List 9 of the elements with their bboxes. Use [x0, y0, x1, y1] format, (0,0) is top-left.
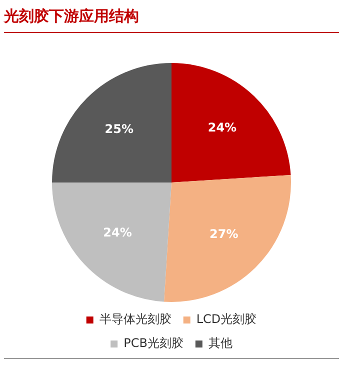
data-label: 27%	[210, 227, 238, 242]
data-label: 25%	[104, 122, 134, 136]
legend-label: 半导体光刻胶	[99, 312, 172, 326]
data-label: 24%	[103, 225, 132, 240]
legend-label: PCB光刻胶	[124, 336, 184, 350]
legend-label: LCD光刻胶	[196, 312, 257, 326]
chart-title: 光刻胶下游应用结构	[4, 6, 139, 26]
data-label: 24%	[208, 120, 237, 135]
legend-label: 其他	[208, 336, 232, 350]
